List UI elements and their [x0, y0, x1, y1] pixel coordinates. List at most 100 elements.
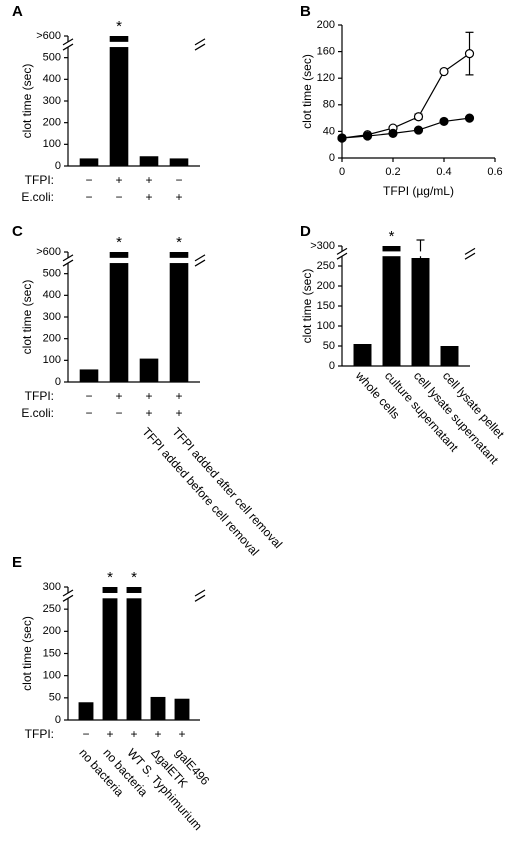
significance-mark: *: [176, 234, 182, 251]
bar: [109, 252, 129, 382]
y-tick-label: 0: [55, 376, 61, 388]
significance-mark: *: [116, 18, 122, 35]
row-value: +: [178, 727, 185, 741]
y-tick-label: 250: [317, 260, 335, 272]
break-mark: [62, 259, 74, 267]
bar: [353, 344, 372, 366]
y-tick-label: 0: [55, 714, 61, 726]
break-mark: [464, 247, 476, 255]
break-mark: [194, 43, 206, 51]
y-tick-label: 120: [317, 72, 335, 84]
y-tick-label: 200: [43, 333, 61, 345]
y-tick-label: 160: [317, 46, 335, 58]
row-value: +: [175, 406, 182, 420]
panel-label: A: [12, 3, 23, 20]
bar: [150, 696, 166, 720]
y-tick-label: 200: [317, 19, 335, 31]
row-value: +: [145, 406, 152, 420]
row-value: +: [175, 389, 182, 403]
y-tick-label: 300: [43, 311, 61, 323]
y-tick-label: 400: [43, 289, 61, 301]
y-tick-label: >600: [36, 246, 61, 258]
row-value: +: [145, 389, 152, 403]
point: [464, 48, 475, 59]
row-label: TFPI:: [25, 727, 54, 741]
break-mark: [62, 589, 74, 597]
point: [388, 128, 398, 138]
row-label: E.coli:: [21, 190, 54, 204]
row-value: −: [115, 406, 122, 420]
panel-label: D: [300, 223, 311, 240]
point: [439, 116, 449, 127]
axis-break-gap: [66, 41, 202, 48]
panel-label: C: [12, 223, 23, 240]
bar: [139, 156, 159, 166]
point: [439, 66, 449, 77]
break-mark: [194, 38, 206, 46]
break-mark: [194, 589, 206, 597]
break-mark: [62, 254, 74, 262]
break-mark: [464, 252, 476, 260]
x-tick-label: 0.6: [487, 166, 502, 178]
axis-break-gap: [340, 251, 472, 257]
row-value: +: [130, 727, 137, 741]
row-value: −: [175, 173, 182, 187]
row-value: −: [82, 727, 89, 741]
row-value: −: [85, 173, 92, 187]
break-mark: [194, 254, 206, 262]
axis-break-gap: [66, 592, 202, 599]
series-line: [341, 53, 470, 139]
y-tick-label: 500: [43, 268, 61, 280]
break-mark: [62, 594, 74, 602]
row-value: +: [106, 727, 113, 741]
significance-mark: *: [116, 234, 122, 251]
y-axis-label: clot time (sec): [20, 280, 34, 355]
bar: [79, 158, 99, 166]
y-tick-label: 150: [43, 647, 61, 659]
row-value: +: [115, 389, 122, 403]
break-mark: [336, 252, 348, 260]
point: [413, 112, 424, 122]
bar: [78, 702, 94, 720]
y-tick-label: 200: [43, 625, 61, 637]
row-value: +: [145, 190, 152, 204]
bar: [79, 369, 99, 382]
row-value: −: [85, 389, 92, 403]
row-value: +: [154, 727, 161, 741]
bar: [174, 698, 190, 720]
x-tick-label: 0.4: [436, 166, 451, 178]
y-tick-label: 200: [317, 280, 335, 292]
y-tick-label: 300: [43, 581, 61, 593]
x-tick-label: 0.2: [385, 166, 400, 178]
bar: [169, 252, 189, 382]
row-value: +: [145, 173, 152, 187]
row-value: −: [85, 406, 92, 420]
point: [464, 113, 475, 123]
y-tick-label: 0: [55, 160, 61, 172]
y-tick-label: 40: [323, 125, 335, 137]
break-mark: [194, 594, 206, 602]
x-tick-label: TFPI added after cell removal: [169, 425, 285, 551]
row-label: TFPI:: [25, 173, 54, 187]
panel-label: B: [300, 3, 311, 20]
bar: [126, 587, 142, 720]
y-tick-label: 250: [43, 603, 61, 615]
y-axis-label: clot time (sec): [300, 269, 314, 344]
row-value: −: [85, 190, 92, 204]
y-tick-label: 100: [43, 670, 61, 682]
y-tick-label: 50: [323, 340, 335, 352]
y-tick-label: >600: [36, 30, 61, 42]
bar: [382, 246, 401, 366]
row-label: E.coli:: [21, 406, 54, 420]
y-tick-label: >300: [310, 240, 335, 252]
y-tick-label: 0: [329, 152, 335, 164]
bar: [102, 587, 118, 720]
y-tick-label: 50: [49, 692, 61, 704]
panel-label: E: [12, 554, 22, 571]
break-mark: [62, 43, 74, 51]
break-mark: [336, 247, 348, 255]
significance-mark: *: [131, 569, 137, 586]
y-axis-label: clot time (sec): [300, 54, 314, 129]
y-tick-label: 500: [43, 52, 61, 64]
bar: [411, 258, 430, 366]
